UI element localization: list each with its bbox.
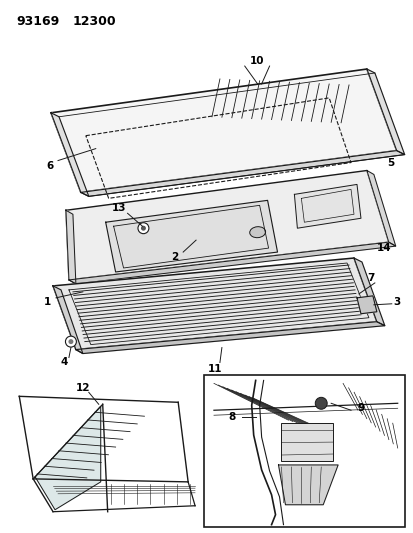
Polygon shape [356, 296, 376, 314]
Text: 8: 8 [228, 412, 235, 422]
Polygon shape [66, 211, 76, 284]
Circle shape [68, 339, 73, 344]
Circle shape [315, 397, 326, 409]
Polygon shape [105, 200, 277, 272]
Text: 93169: 93169 [16, 15, 59, 28]
Polygon shape [51, 113, 88, 196]
Polygon shape [53, 258, 376, 350]
Polygon shape [69, 242, 395, 284]
Text: 12300: 12300 [73, 15, 116, 28]
Polygon shape [294, 184, 360, 228]
Text: 5: 5 [386, 158, 394, 167]
Text: 14: 14 [375, 243, 390, 253]
Polygon shape [366, 171, 395, 246]
Text: 9: 9 [356, 403, 363, 413]
Text: 10: 10 [249, 56, 263, 66]
Text: 12: 12 [76, 383, 90, 393]
Text: 7: 7 [366, 273, 374, 283]
Text: 1: 1 [43, 297, 50, 307]
Text: 3: 3 [392, 297, 399, 307]
Text: 6: 6 [46, 160, 54, 171]
Polygon shape [366, 69, 404, 155]
Polygon shape [76, 322, 384, 353]
Polygon shape [35, 406, 100, 510]
Text: 2: 2 [171, 252, 178, 262]
Circle shape [65, 336, 76, 347]
Bar [281, 423, 332, 461]
Text: 11: 11 [207, 365, 222, 375]
Polygon shape [278, 465, 337, 505]
Polygon shape [66, 171, 388, 280]
Text: 4: 4 [60, 358, 67, 367]
Polygon shape [51, 69, 396, 192]
Ellipse shape [249, 227, 265, 238]
Text: 13: 13 [111, 203, 126, 213]
Polygon shape [53, 286, 83, 353]
Polygon shape [353, 258, 384, 326]
Polygon shape [81, 151, 404, 196]
Bar [204, 375, 404, 527]
Circle shape [140, 225, 145, 231]
Circle shape [138, 223, 149, 233]
